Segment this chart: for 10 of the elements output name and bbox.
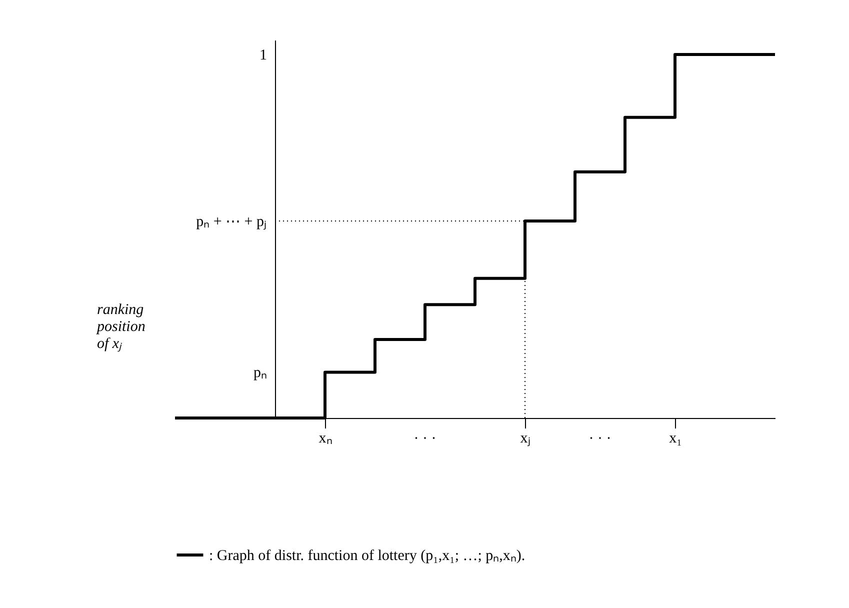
x-tick-label: xₙ: [318, 430, 332, 446]
x-tick-label: x₁: [669, 430, 682, 446]
annotation: 1: [260, 48, 267, 64]
x-tick-label: xⱼ: [520, 430, 531, 446]
text: · · ·: [588, 431, 612, 447]
text: ranking position of xⱼ: [96, 302, 146, 352]
annotation: pₙ: [254, 365, 267, 382]
annotation: pₙ + ⋯ + pⱼ: [196, 214, 267, 230]
legend-label: : Graph of distr. function of lottery (p₁,x₁; …; pₙ,xₙ).: [209, 548, 526, 564]
text: · · ·: [414, 431, 436, 447]
